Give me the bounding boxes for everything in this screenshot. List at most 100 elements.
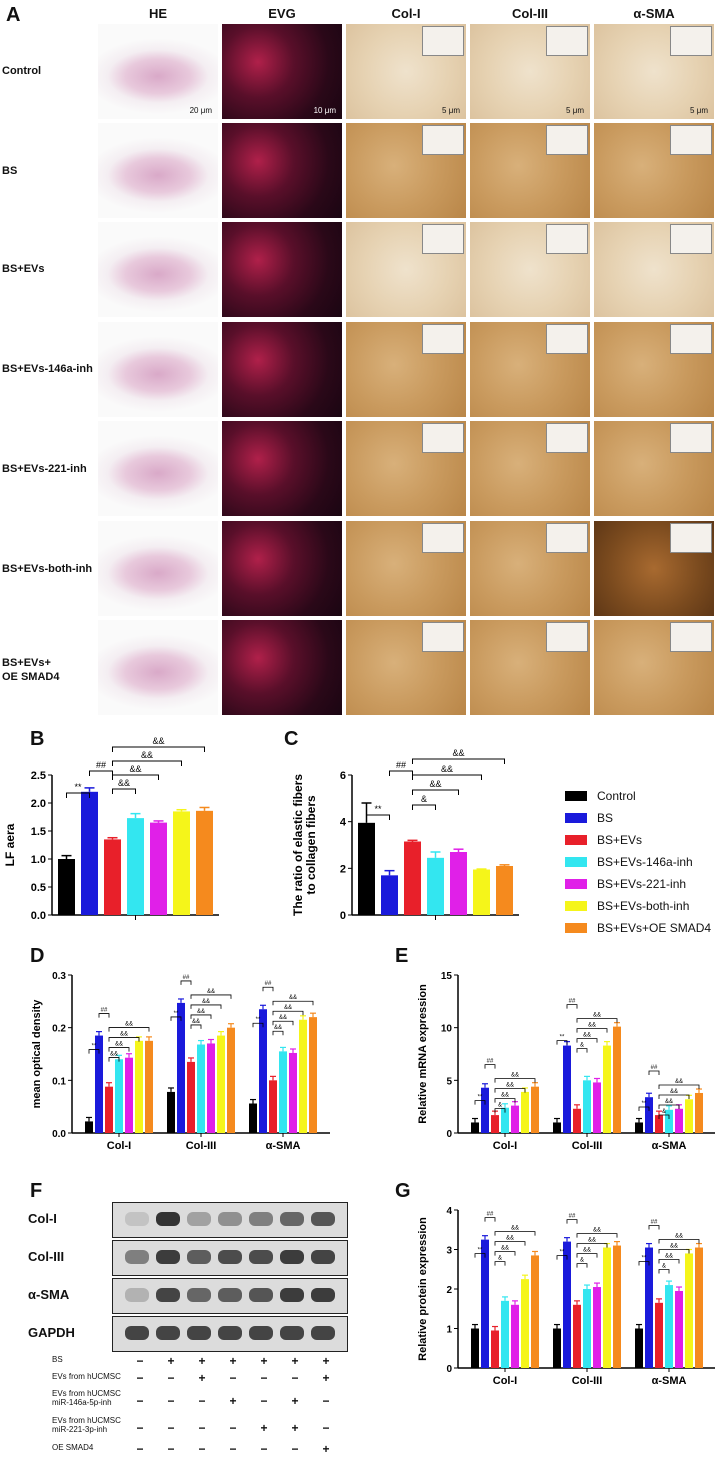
significance-bracket bbox=[576, 1028, 608, 1033]
bar-alpha-sma-bs-evs-221-inh bbox=[675, 1290, 683, 1368]
significance-marker: && bbox=[284, 1005, 292, 1011]
significance-bracket bbox=[566, 1219, 578, 1224]
bar-col-i-bs-evs-both-inh bbox=[521, 1279, 529, 1368]
y-tick-label: 0.1 bbox=[52, 1076, 66, 1087]
significance-marker: ** bbox=[74, 782, 82, 792]
significance-marker: && bbox=[192, 1019, 200, 1025]
significance-bracket bbox=[576, 1263, 588, 1268]
row-label-bs-evs-both-inh: BS+EVs-both-inh bbox=[2, 563, 93, 575]
blot-band bbox=[156, 1288, 180, 1302]
x-tick-label: Col-III bbox=[572, 1140, 603, 1152]
significance-bracket bbox=[638, 1106, 650, 1111]
condition-sign: + bbox=[198, 1371, 206, 1385]
bar-alpha-sma-bs-evs-oe-smad4 bbox=[309, 1017, 317, 1133]
panel-label-c: C bbox=[284, 728, 299, 750]
bar-alpha-sma-bs-evs-146a-inh bbox=[665, 1285, 673, 1368]
column-header-col-i: Col-I bbox=[391, 6, 421, 21]
condition-sign: + bbox=[291, 1394, 299, 1408]
significance-bracket bbox=[658, 1094, 690, 1099]
bar-col-i-bs-evs-146a-inh bbox=[501, 1300, 509, 1368]
significance-bracket bbox=[566, 1004, 578, 1009]
y-tick-label: 1.5 bbox=[31, 826, 46, 838]
bar-col-i-bs-evs-146a-inh bbox=[501, 1107, 509, 1133]
bar-alpha-sma-bs bbox=[645, 1097, 653, 1133]
bar-col-i-bs-evs-221-inh bbox=[125, 1057, 133, 1133]
significance-bracket bbox=[272, 1000, 314, 1006]
chart-d-svg: 0.0 0.1 0.2 0.3 mean optical density Col-I ** #… bbox=[31, 971, 330, 1152]
blot-band bbox=[218, 1326, 242, 1340]
bar-col-iii-bs-evs bbox=[573, 1108, 581, 1133]
x-tick-label: α-SMA bbox=[652, 1375, 687, 1387]
bar-bs-evs-146a-inh bbox=[127, 818, 144, 915]
blot-band bbox=[218, 1212, 242, 1226]
bar-alpha-sma-bs-evs-146a-inh bbox=[279, 1051, 287, 1133]
bar-bs bbox=[381, 875, 398, 915]
bar-col-i-control bbox=[471, 1122, 479, 1133]
bar-col-iii-bs bbox=[563, 1241, 571, 1368]
row-label-bs-evs-oe-smad4: BS+EVs+ OE SMAD4 bbox=[2, 657, 60, 683]
bar-col-iii-bs-evs-oe-smad4 bbox=[613, 1245, 621, 1368]
significance-marker: & bbox=[498, 1256, 502, 1262]
significance-marker: && bbox=[152, 736, 164, 746]
micrograph-bs-alpha-sma bbox=[594, 123, 714, 218]
micrograph-bs-evs-146a-inh-col-i bbox=[346, 322, 466, 417]
significance-bracket bbox=[88, 1049, 100, 1054]
bar-bs-evs-oe-smad4 bbox=[196, 810, 213, 915]
significance-marker: && bbox=[441, 764, 453, 774]
bar-bs bbox=[81, 791, 98, 915]
blot-gapdh bbox=[112, 1316, 348, 1352]
bar-alpha-sma-control bbox=[249, 1103, 257, 1133]
bar-col-i-bs bbox=[481, 1087, 489, 1133]
significance-marker: && bbox=[141, 750, 153, 760]
bar-alpha-sma-bs-evs-both-inh bbox=[299, 1019, 307, 1133]
significance-bracket bbox=[494, 1108, 506, 1113]
significance-marker: && bbox=[511, 1073, 519, 1079]
overview-inset bbox=[546, 423, 588, 453]
micrograph-bs-evs-evg bbox=[222, 222, 342, 317]
legend-swatch bbox=[565, 879, 587, 889]
condition-sign: − bbox=[291, 1442, 299, 1456]
legend-label: Control bbox=[597, 789, 636, 803]
y-axis-label: Relative mRNA expression bbox=[417, 984, 429, 1124]
significance-bracket bbox=[494, 1251, 516, 1256]
blot-col-i bbox=[112, 1202, 348, 1238]
condition-sign: − bbox=[198, 1442, 206, 1456]
significance-marker: && bbox=[289, 995, 297, 1001]
micrograph-bs-evs-oe-smad4-col-i bbox=[346, 620, 466, 715]
significance-marker: && bbox=[506, 1083, 514, 1089]
bar-col-iii-bs-evs-oe-smad4 bbox=[227, 1027, 235, 1133]
micrograph-control-alpha-sma: 5 μm bbox=[594, 24, 714, 119]
significance-bracket bbox=[272, 1030, 284, 1036]
significance-marker: ## bbox=[569, 999, 576, 1005]
overview-inset bbox=[670, 423, 712, 453]
blot-band bbox=[249, 1212, 273, 1226]
condition-sign: − bbox=[136, 1371, 144, 1385]
significance-marker: ** bbox=[478, 1248, 483, 1254]
significance-marker: ** bbox=[642, 1256, 647, 1262]
significance-bracket bbox=[112, 774, 159, 780]
significance-marker: ** bbox=[478, 1095, 483, 1101]
significance-marker: && bbox=[120, 1032, 128, 1038]
significance-marker: && bbox=[675, 1079, 683, 1085]
bar-alpha-sma-bs-evs-221-inh bbox=[289, 1052, 297, 1133]
micrograph-bs-evs-oe-smad4-col-iii bbox=[470, 620, 590, 715]
column-header-evg: EVG bbox=[268, 6, 296, 21]
significance-bracket bbox=[576, 1243, 608, 1248]
condition-sign: − bbox=[136, 1442, 144, 1456]
legend-item-bs-evs-oe-smad4: BS+EVs+OE SMAD4 bbox=[565, 917, 719, 939]
chart-b-svg: 0.00.51.01.52.02.5LF aera**##&&&&&&&& bbox=[3, 736, 219, 922]
bar-col-iii-bs-evs-221-inh bbox=[207, 1043, 215, 1133]
condition-sign: − bbox=[291, 1371, 299, 1385]
blot-band bbox=[218, 1250, 242, 1264]
significance-marker: && bbox=[588, 1238, 596, 1244]
bar-col-i-bs-evs-oe-smad4 bbox=[531, 1255, 539, 1368]
significance-bracket bbox=[556, 1040, 568, 1045]
significance-marker: && bbox=[670, 1244, 678, 1250]
condition-sign: − bbox=[198, 1421, 206, 1435]
significance-marker: & bbox=[580, 1043, 584, 1049]
column-header-alpha-sma: α-SMA bbox=[633, 6, 675, 21]
blot-band bbox=[249, 1326, 273, 1340]
overview-inset bbox=[546, 224, 588, 254]
x-tick-label: α-SMA bbox=[652, 1140, 687, 1152]
overview-inset bbox=[422, 622, 464, 652]
